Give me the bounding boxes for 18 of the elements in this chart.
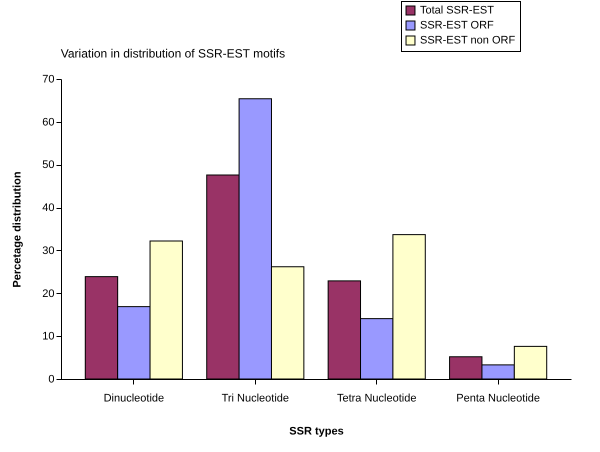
chart-title: Variation in distribution of SSR-EST motifs xyxy=(60,46,286,60)
y-tick-label: 40 xyxy=(42,202,54,214)
y-tick-label: 0 xyxy=(48,374,54,386)
legend-label: Total SSR-EST xyxy=(420,4,494,16)
x-tick-label: Penta Nucleotide xyxy=(456,392,540,404)
y-tick-label: 70 xyxy=(42,74,54,86)
legend-label: SSR-EST non ORF xyxy=(420,34,516,46)
x-tick-label: Dinucleotide xyxy=(104,392,164,404)
y-tick-label: 20 xyxy=(42,288,54,300)
x-axis-title: SSR types xyxy=(289,426,344,438)
y-tick-label: 50 xyxy=(42,159,54,172)
x-tick-label: Tetra Nucleotide xyxy=(336,392,416,404)
y-tick-label: 60 xyxy=(42,116,54,128)
y-tick-label: 10 xyxy=(42,330,54,343)
x-tick-label: Tri Nucleotide xyxy=(222,392,290,404)
y-tick-label: 30 xyxy=(42,244,54,257)
y-axis-title: Percetage distribution xyxy=(11,171,24,288)
legend-label: SSR-EST ORF xyxy=(420,20,494,32)
